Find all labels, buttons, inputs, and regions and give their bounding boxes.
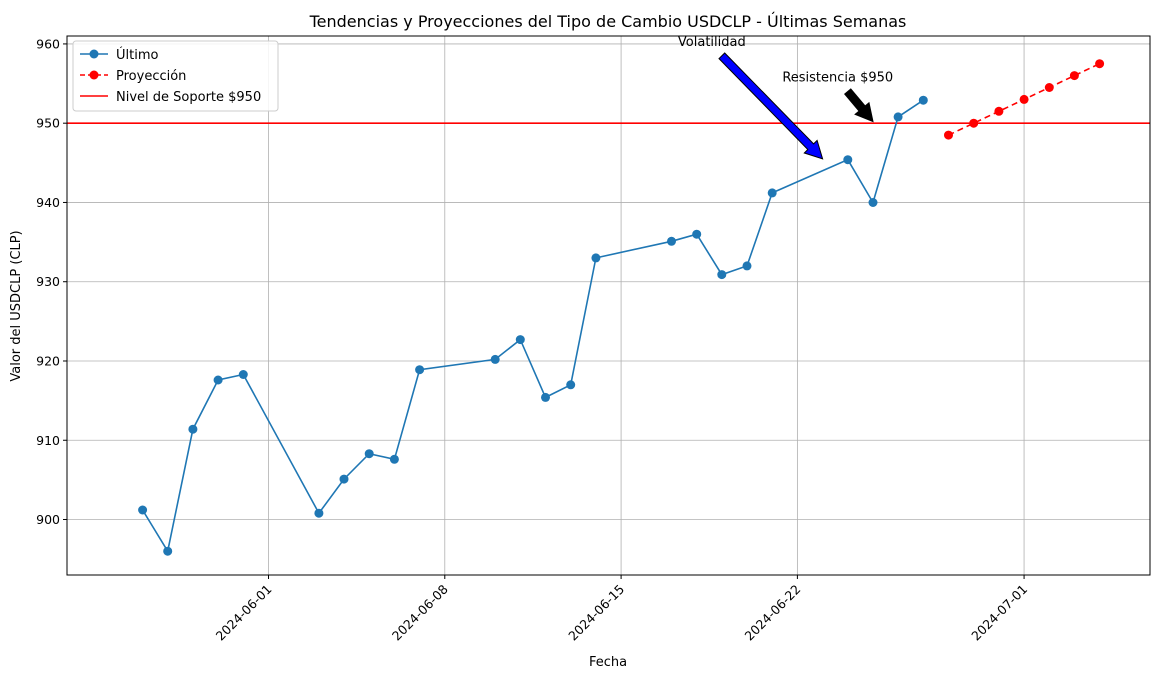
- volatility-arrow: [718, 52, 824, 160]
- data-point-proyeccion: [969, 118, 979, 128]
- data-point-ultimo: [415, 365, 425, 375]
- x-tick-label: 2024-06-22: [742, 582, 804, 644]
- data-point-ultimo: [717, 270, 727, 280]
- data-point-proyeccion: [994, 106, 1004, 116]
- volatility-annotation: Volatilidad: [678, 35, 746, 50]
- data-point-ultimo: [843, 155, 853, 165]
- legend: Último Proyección Nivel de Soporte $950: [72, 40, 279, 112]
- annotation-layer: Volatilidad Resistencia $950: [678, 35, 893, 160]
- legend-box: [72, 40, 279, 112]
- data-point-proyeccion: [1044, 83, 1054, 92]
- x-tick-label: 2024-06-15: [565, 582, 627, 644]
- y-tick-label: 900: [36, 512, 60, 527]
- y-axis-label: Valor del USDCLP (CLP): [9, 230, 24, 381]
- data-point-ultimo: [767, 188, 777, 198]
- data-point-ultimo: [868, 198, 878, 207]
- data-point-ultimo: [692, 229, 702, 239]
- x-tick-label: 2024-06-08: [389, 581, 451, 643]
- data-point-ultimo: [490, 354, 500, 364]
- resistance-annotation: Resistencia $950: [782, 70, 893, 85]
- y-tick-label: 940: [36, 195, 60, 210]
- legend-marker-proyeccion: [89, 70, 99, 80]
- y-axis-ticks: 900 910 920 930 940 950 960: [36, 36, 67, 527]
- legend-label-proyeccion: Proyección: [116, 69, 186, 84]
- data-point-ultimo: [541, 392, 550, 402]
- data-point-ultimo: [667, 236, 676, 246]
- data-point-ultimo: [188, 424, 198, 434]
- x-tick-label: 2024-07-01: [968, 582, 1030, 644]
- series-line-ultimo: [141, 99, 924, 554]
- data-point-ultimo: [566, 380, 576, 390]
- data-point-ultimo: [389, 454, 399, 464]
- data-point-ultimo: [893, 112, 903, 122]
- data-point-ultimo: [213, 375, 223, 385]
- data-point-proyeccion: [1095, 59, 1105, 69]
- y-tick-label: 920: [36, 353, 60, 368]
- chart-title: Tendencias y Proyecciones del Tipo de Ca…: [309, 12, 907, 31]
- plot-frame: [66, 35, 1151, 576]
- data-point-ultimo: [138, 505, 148, 515]
- x-axis-ticks: 2024-06-01 2024-06-08 2024-06-15 2024-06-22…: [213, 575, 1030, 644]
- data-point-proyeccion: [1019, 94, 1029, 104]
- y-tick-label: 910: [36, 433, 60, 448]
- data-point-ultimo: [591, 253, 601, 263]
- x-axis-label: Fecha: [589, 655, 627, 670]
- data-point-proyeccion: [1069, 71, 1079, 81]
- data-point-ultimo: [742, 261, 752, 271]
- data-point-ultimo: [163, 546, 173, 556]
- legend-marker-ultimo: [89, 49, 99, 59]
- y-tick-label: 960: [36, 36, 60, 51]
- data-point-ultimo: [314, 508, 324, 518]
- data-point-ultimo: [339, 474, 349, 484]
- data-point-ultimo: [515, 335, 525, 345]
- x-tick-label: 2024-06-01: [213, 582, 275, 644]
- y-tick-label: 950: [36, 116, 60, 131]
- data-point-ultimo: [364, 449, 374, 459]
- y-tick-label: 930: [36, 274, 60, 289]
- data-point-ultimo: [238, 370, 248, 379]
- series-layer: [138, 59, 1105, 556]
- data-point-proyeccion: [944, 130, 953, 140]
- resistance-arrow: [843, 88, 874, 123]
- legend-label-ultimo: Último: [116, 47, 158, 63]
- data-point-ultimo: [918, 95, 928, 105]
- legend-label-soporte: Nivel de Soporte $950: [116, 90, 261, 105]
